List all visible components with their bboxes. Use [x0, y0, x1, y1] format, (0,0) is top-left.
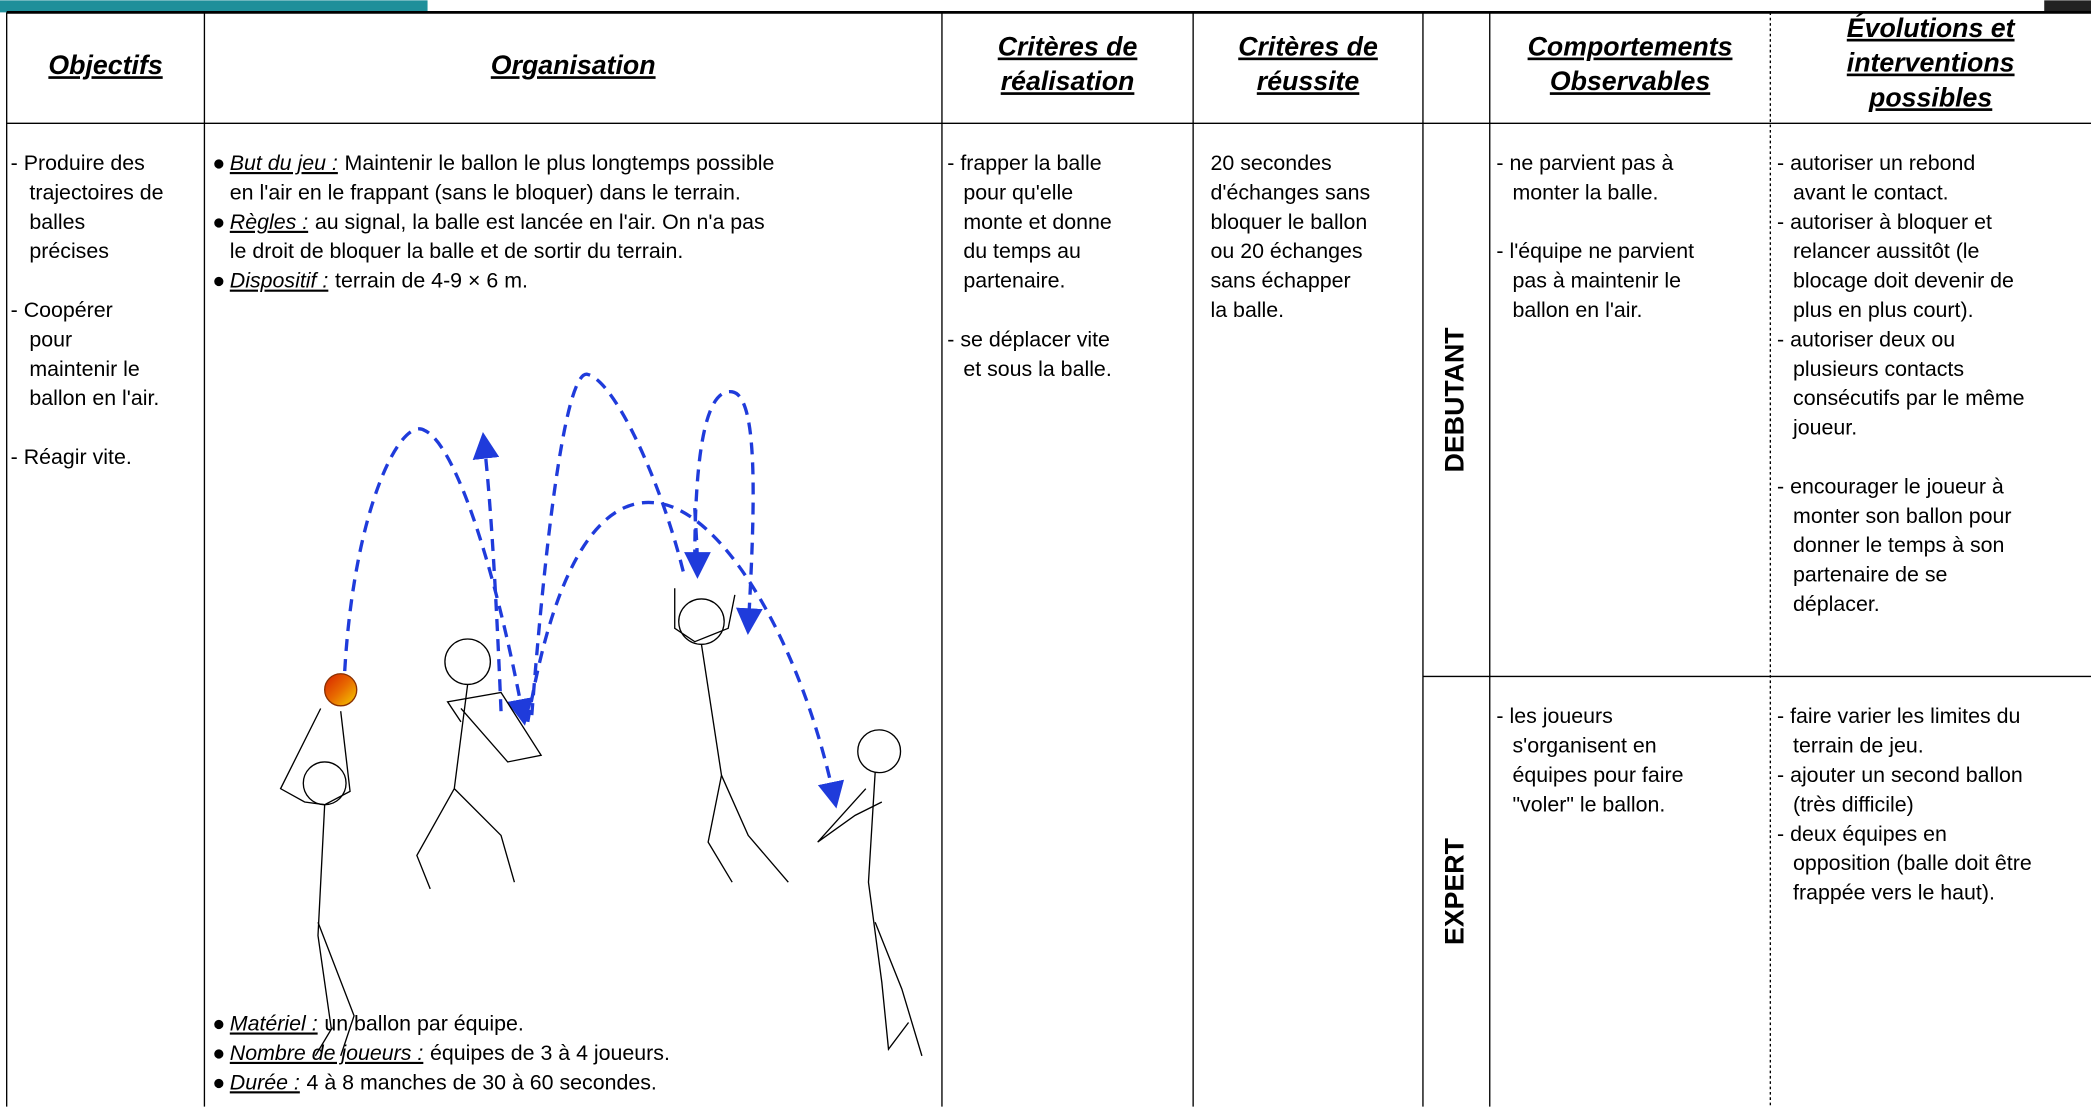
- bullet-text: But du jeu : Maintenir le ballon le plus …: [230, 151, 775, 175]
- cell-line: trajectoires de: [29, 180, 163, 204]
- bullet-line: équipes de 3 à 4 joueurs.: [430, 1041, 670, 1065]
- cell-line: - frapper la balle: [947, 151, 1101, 175]
- column-header: réussite: [1257, 66, 1360, 96]
- cell-line: avant le contact.: [1793, 180, 1949, 204]
- bullet: ●: [212, 1070, 225, 1094]
- bullet: ●: [212, 1041, 225, 1065]
- cell-line: - les joueurs: [1496, 704, 1612, 728]
- bullet-label: Dispositif :: [230, 269, 329, 293]
- bullet-text: Nombre de joueurs : équipes de 3 à 4 joue…: [230, 1041, 670, 1065]
- bullet-line: un ballon par équipe.: [324, 1011, 524, 1035]
- bullet: ●: [212, 1011, 225, 1035]
- cell-line: - l'équipe ne parvient: [1496, 239, 1694, 263]
- cell-line: maintenir le: [29, 357, 139, 381]
- cell-line: ou 20 échanges: [1211, 239, 1363, 263]
- level-label: DEBUTANT: [1439, 327, 1469, 473]
- column-header: Comportements: [1528, 32, 1733, 62]
- cell-line: - autoriser un rebond: [1777, 151, 1975, 175]
- bullet-text: Durée : 4 à 8 manches de 30 à 60 secondes…: [230, 1070, 657, 1094]
- cell-line: monte et donne: [963, 210, 1111, 234]
- cell-line: pas à maintenir le: [1512, 269, 1681, 293]
- cell-line: relancer aussitôt (le: [1793, 239, 1979, 263]
- top-block: [2044, 0, 2091, 13]
- cell-line: consécutifs par le même: [1793, 386, 2025, 410]
- cell-line: - Réagir vite.: [11, 445, 132, 469]
- cell-line: pour qu'elle: [963, 180, 1073, 204]
- bullet-label: Nombre de joueurs :: [230, 1041, 424, 1065]
- table-grid: [6, 11, 2091, 1107]
- cell-line: frappée vers le haut).: [1793, 881, 1995, 905]
- cell-line: monter son ballon pour: [1793, 504, 2011, 528]
- bullet: ●: [212, 151, 225, 175]
- cell-line: - autoriser à bloquer et: [1777, 210, 1992, 234]
- cell-line: joueur.: [1792, 416, 1857, 440]
- cell-line: - encourager le joueur à: [1777, 474, 2004, 498]
- cell-line: partenaire.: [963, 269, 1065, 293]
- bullet-line: le droit de bloquer la balle et de sorti…: [230, 239, 684, 263]
- bullet-line: terrain de 4-9 × 6 m.: [335, 269, 528, 293]
- bullet-line: au signal, la balle est lancée en l'air.…: [315, 210, 765, 234]
- cell-line: ballon en l'air.: [1512, 298, 1642, 322]
- bullet-text: Règles : au signal, la balle est lancée e…: [230, 210, 765, 234]
- cell-line: terrain de jeu.: [1793, 734, 1924, 758]
- bullet-text: Dispositif : terrain de 4-9 × 6 m.: [230, 269, 528, 293]
- column-header: possibles: [1868, 82, 1992, 112]
- bullet-label: Règles :: [230, 210, 308, 234]
- cell-line: précises: [29, 239, 109, 263]
- bullet: ●: [212, 269, 225, 293]
- bullet-line: 4 à 8 manches de 30 à 60 secondes.: [307, 1070, 657, 1094]
- cell-line: plusieurs contacts: [1793, 357, 1964, 381]
- cell-line: - Coopérer: [11, 298, 113, 322]
- cell-line: - ne parvient pas à: [1496, 151, 1673, 175]
- cell-line: et sous la balle.: [963, 357, 1111, 381]
- cell-line: du temps au: [963, 239, 1081, 263]
- top-bar: [0, 0, 428, 13]
- column-header: Critères de: [1238, 32, 1378, 62]
- cell-line: partenaire de se: [1793, 563, 1947, 587]
- cell-line: - deux équipes en: [1777, 822, 1947, 846]
- cell-line: monter la balle.: [1512, 180, 1658, 204]
- cell-line: - Produire des: [11, 151, 145, 175]
- cell-line: balles: [29, 210, 85, 234]
- cell-line: plus en plus court).: [1793, 298, 1973, 322]
- bullet-label: Matériel :: [230, 1011, 318, 1035]
- illustration: [279, 372, 923, 1057]
- bullet-text: Matériel : un ballon par équipe.: [230, 1011, 524, 1035]
- cell-line: (très difficile): [1793, 792, 1914, 816]
- cell-line: blocage doit devenir de: [1793, 269, 2014, 293]
- column-header: Évolutions et: [1847, 12, 2016, 43]
- column-header: Objectifs: [48, 50, 162, 80]
- bullet-label: Durée :: [230, 1070, 300, 1094]
- column-header: Critères de: [998, 32, 1138, 62]
- column-header: Organisation: [491, 50, 656, 80]
- column-header: Observables: [1550, 66, 1710, 96]
- bullet-line: Maintenir le ballon le plus longtemps po…: [345, 151, 775, 175]
- cell-line: pour: [29, 327, 72, 351]
- cell-line: - faire varier les limites du: [1777, 704, 2020, 728]
- cell-line: déplacer.: [1793, 592, 1880, 616]
- bullet: ●: [212, 210, 225, 234]
- cell-line: "voler" le ballon.: [1512, 792, 1665, 816]
- cell-line: équipes pour faire: [1512, 763, 1683, 787]
- cell-line: d'échanges sans: [1211, 180, 1371, 204]
- cell-line: bloquer le ballon: [1211, 210, 1368, 234]
- cell-line: sans échapper: [1211, 269, 1351, 293]
- cell-line: ballon en l'air.: [29, 386, 159, 410]
- bullet-line: en l'air en le frappant (sans le bloquer…: [230, 180, 741, 204]
- column-header: interventions: [1847, 48, 2015, 78]
- cell-line: 20 secondes: [1211, 151, 1332, 175]
- cell-line: opposition (balle doit être: [1793, 851, 2032, 875]
- column-header: réalisation: [1001, 66, 1135, 96]
- cell-line: s'organisent en: [1512, 734, 1656, 758]
- cell-line: donner le temps à son: [1793, 533, 2004, 557]
- bullet-label: But du jeu :: [230, 151, 338, 175]
- level-label: EXPERT: [1439, 837, 1469, 945]
- cell-line: la balle.: [1211, 298, 1285, 322]
- cell-line: - autoriser deux ou: [1777, 327, 1955, 351]
- cell-line: - se déplacer vite: [947, 327, 1110, 351]
- cell-line: - ajouter un second ballon: [1777, 763, 2023, 787]
